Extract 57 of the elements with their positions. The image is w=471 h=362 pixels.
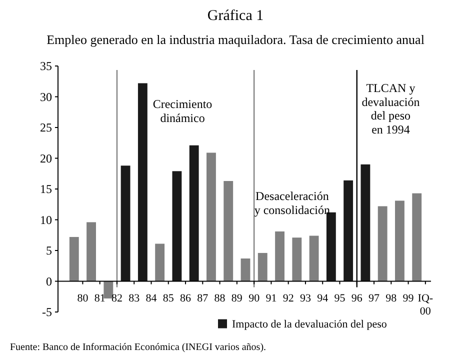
x-tick-label: 96 xyxy=(351,292,363,304)
x-tick-label: 83 xyxy=(128,292,140,304)
source-note: Fuente: Banco de Información Económica (INEGI varios años). xyxy=(10,342,266,353)
bar xyxy=(189,145,199,282)
y-tick-label: 30 xyxy=(40,90,52,104)
x-tick-label: 84 xyxy=(146,292,158,304)
x-tick-label: 85 xyxy=(162,292,174,304)
y-tick-label: 20 xyxy=(40,151,52,166)
x-tick-label: 87 xyxy=(197,292,209,304)
y-tick-label: 25 xyxy=(40,120,52,135)
bar xyxy=(412,193,422,282)
x-tick-label: 98 xyxy=(386,292,398,304)
annotation: Desaceleración y consolidación xyxy=(254,189,330,217)
bar xyxy=(309,236,319,282)
x-tick-label: 86 xyxy=(180,292,192,304)
bar xyxy=(275,231,284,282)
x-tick-label: IQ-00 xyxy=(418,292,434,318)
y-tick-label: 5 xyxy=(46,244,52,258)
bar xyxy=(360,164,370,282)
annotation: Crecimiento dinámico xyxy=(152,97,212,125)
legend-label: Impacto de la devaluación del peso xyxy=(232,318,388,330)
y-tick-label: 10 xyxy=(40,212,52,227)
y-tick-label: -5 xyxy=(42,305,52,320)
bar xyxy=(155,244,165,282)
bar xyxy=(240,258,250,282)
bar xyxy=(86,222,96,282)
bar xyxy=(69,236,79,282)
x-tick-label: 97 xyxy=(368,292,380,304)
bar xyxy=(258,252,268,282)
x-tick-label: 95 xyxy=(334,292,346,304)
bar xyxy=(172,171,182,282)
x-tick-label: 93 xyxy=(300,292,312,304)
bar xyxy=(104,281,114,298)
chart-title: Gráfica 1 xyxy=(207,8,264,24)
y-tick-label: 35 xyxy=(40,59,52,74)
x-tick-label: 80 xyxy=(77,292,89,304)
bar xyxy=(395,200,404,282)
x-tick-label: 89 xyxy=(231,292,243,304)
bar xyxy=(344,180,354,282)
bar xyxy=(292,238,302,282)
bar xyxy=(120,166,130,282)
y-tick-label: 15 xyxy=(40,182,52,196)
x-tick-label: 94 xyxy=(317,292,329,304)
bar xyxy=(224,181,234,282)
x-tick-label: 82 xyxy=(111,292,122,304)
x-tick-label: 91 xyxy=(266,292,277,304)
bar xyxy=(206,152,216,282)
chart-subtitle: Empleo generado en la industria maquiladora. Tasa de crecimiento anual xyxy=(46,32,425,47)
x-tick-label: 81 xyxy=(94,292,106,304)
x-tick-label: 88 xyxy=(214,292,226,304)
y-tick-label: 0 xyxy=(46,274,52,288)
x-tick-label: 99 xyxy=(402,292,414,304)
annotation: TLCAN y devaluación del peso en 1994 xyxy=(362,81,420,136)
x-tick-label: 92 xyxy=(282,292,294,304)
bar xyxy=(378,206,388,282)
x-tick-label: 90 xyxy=(248,292,260,304)
bar xyxy=(138,83,148,282)
